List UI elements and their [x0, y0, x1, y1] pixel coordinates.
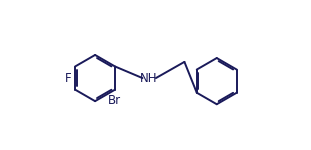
Text: F: F	[65, 72, 71, 85]
Text: NH: NH	[140, 72, 158, 85]
Text: Br: Br	[108, 94, 121, 107]
